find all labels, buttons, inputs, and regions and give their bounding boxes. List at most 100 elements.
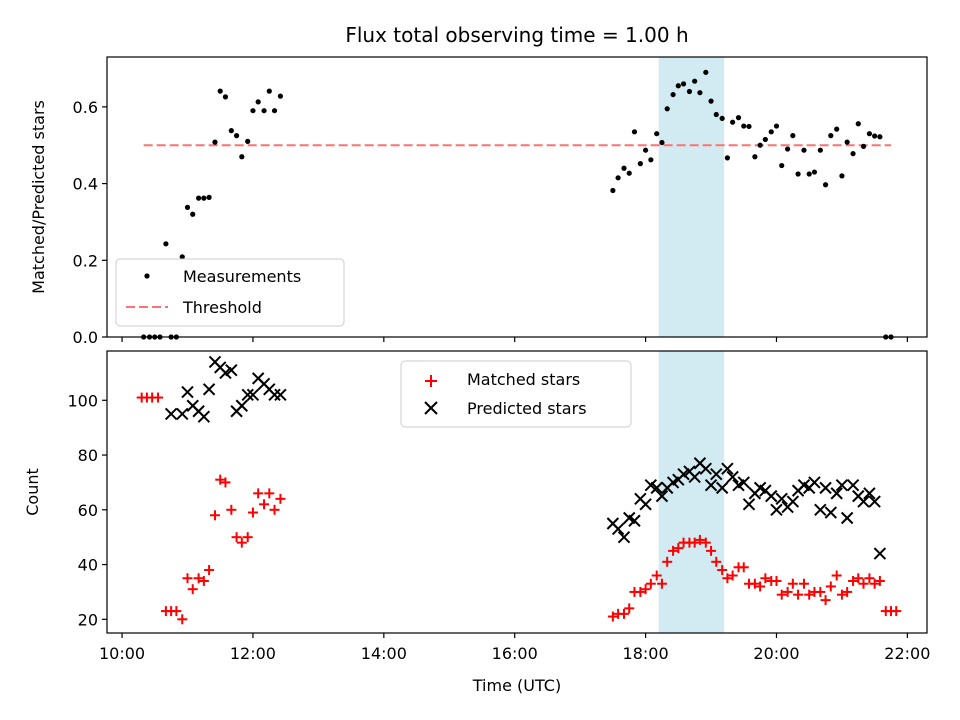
measurement-point [217,88,223,94]
matched-star-point [253,488,264,499]
matched-star-point [820,595,831,606]
predicted-star-point [699,462,713,475]
matched-star-point [711,556,722,567]
top-y-tick-label: 0.4 [73,175,98,194]
predicted-star-point [715,481,729,495]
legend-matched-marker [425,375,437,387]
top-legend-box [115,258,345,327]
bottom-y-axis-label: Count [23,468,42,516]
matched-star-point [618,608,629,619]
measurement-point [834,126,840,132]
measurement-point [713,111,719,118]
measurement-point [670,91,676,98]
measurement-point [626,170,632,176]
measurement-point [654,131,660,137]
measurement-point [872,133,878,139]
measurement-point [250,108,256,114]
predicted-star-point [726,470,739,484]
measurement-point [795,171,801,177]
matched-star-point [782,586,793,597]
measurement-point [817,147,823,153]
predicted-star-point [246,388,260,402]
measurement-point [179,254,185,260]
measurement-point [735,115,742,121]
matched-star-point [717,565,728,576]
matched-star-point [793,589,804,600]
bottom-x-ticks: 10:00 12:00 14:00 16:00 18:00 20:00 22:00 [99,633,930,663]
measurement-point [184,204,191,210]
matched-star-point [177,614,188,625]
measurement-point [855,121,861,127]
matched-star-point [198,575,209,586]
measurement-point [255,99,261,105]
top-x-ticks [121,337,908,342]
measurement-point [730,119,736,125]
matched-star-point [694,534,705,545]
measurement-point [773,123,780,129]
legend-measurements-label: Measurements [183,267,301,286]
matched-star-point [640,584,651,595]
matched-star-point [831,570,842,581]
matched-stars-series [136,392,902,625]
predicted-star-point [688,470,701,484]
predicted-star-point [197,410,211,423]
matched-star-point [722,573,733,584]
top-y-tick-label: 0.2 [73,251,98,270]
measurement-point [785,146,791,152]
measurement-point [201,195,207,201]
measurement-point [697,90,703,96]
predicted-star-point [819,481,832,495]
predicted-star-point [650,481,663,495]
predicted-star-point [775,492,788,506]
measurement-point [222,94,229,100]
matched-star-point [760,573,771,584]
bottom-y-ticks: 20 40 60 80 100 [67,391,107,629]
measurement-point [675,83,681,89]
measurement-point [768,129,774,135]
matched-star-point [645,578,656,589]
top-y-tick-label: 0.0 [73,328,98,347]
matched-star-point [264,488,275,499]
measurement-point [271,108,278,114]
measurement-point [741,123,747,129]
top-panel: 0.0 0.2 0.4 0.6 Matched/Predicted stars Mea… [29,56,928,347]
matched-star-point [891,606,902,617]
matched-star-point [706,545,717,556]
matched-star-point [171,606,182,617]
measurement-point [621,165,627,171]
bottom-panel: 20 40 60 80 100 10:00 12:00 14:00 16:00 18:00 20:… [23,350,930,695]
legend-predicted-marker [424,401,438,415]
top-highlight-span [658,57,725,337]
top-y-ticks: 0.0 0.2 0.4 0.6 [73,98,107,347]
legend-matched-label: Matched stars [467,370,580,389]
predicted-star-point [814,503,827,517]
measurement-point [708,98,714,104]
top-legend: Measurements Threshold [115,258,345,327]
measurement-point [790,133,796,139]
measurement-point [664,106,670,112]
measurement-point [757,142,763,148]
predicted-star-point [639,498,652,511]
predicted-star-point [863,487,876,500]
matched-star-point [656,578,667,589]
bottom-y-tick-label: 40 [78,556,98,575]
bottom-y-tick-label: 60 [78,501,98,520]
measurement-point [719,115,725,121]
matched-star-point [220,477,231,488]
predicted-star-point [704,478,718,492]
matched-star-point [275,493,286,504]
measurement-point [206,194,212,200]
matched-star-point [864,573,875,584]
measurement-point [212,139,218,145]
matched-star-point [874,575,885,586]
predicted-star-point [617,530,631,544]
x-tick-label: 16:00 [492,644,538,663]
predicted-star-point [868,495,881,508]
chart-title: Flux total observing time = 1.00 h [345,23,688,47]
matched-star-point [242,532,253,543]
matched-star-point [193,573,204,584]
predicted-star-point [770,503,783,517]
measurement-point [860,143,867,149]
matched-star-point [836,589,847,600]
